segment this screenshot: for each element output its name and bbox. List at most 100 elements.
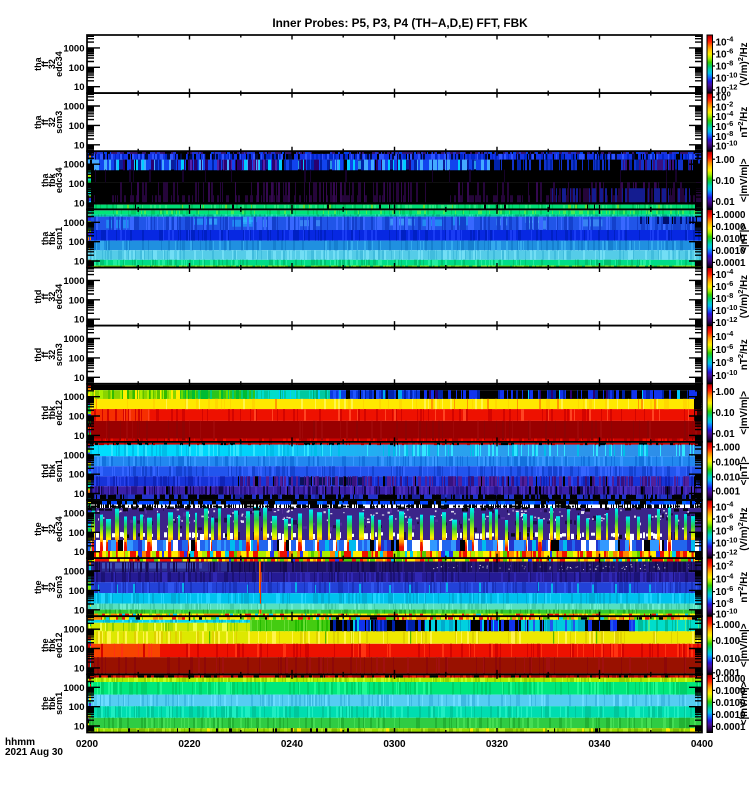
svg-text:0.1000: 0.1000	[716, 686, 747, 697]
svg-text:scm3: scm3	[54, 343, 64, 366]
svg-text:scm3: scm3	[54, 576, 64, 599]
svg-text:<|mV/m|>: <|mV/m|>	[739, 391, 750, 435]
svg-text:0.10: 0.10	[716, 176, 736, 187]
svg-text:1000: 1000	[63, 43, 84, 54]
svg-text:1000: 1000	[63, 276, 84, 287]
svg-text:1000: 1000	[63, 625, 84, 636]
svg-text:0.0100: 0.0100	[716, 698, 747, 709]
svg-text:2021 Aug 30: 2021 Aug 30	[5, 747, 63, 758]
svg-text:0.0100: 0.0100	[716, 234, 747, 245]
svg-text:0.0010: 0.0010	[716, 710, 747, 721]
svg-text:0240: 0240	[281, 739, 304, 750]
svg-text:<|nT|>: <|nT|>	[739, 224, 750, 253]
svg-text:ff: ff	[40, 293, 50, 300]
svg-text:1000: 1000	[63, 392, 84, 403]
svg-text:32: 32	[47, 350, 57, 360]
svg-text:0300: 0300	[383, 739, 406, 750]
svg-text:<|mV/m|>: <|mV/m|>	[739, 623, 750, 667]
svg-text:0.0001: 0.0001	[716, 722, 747, 733]
svg-text:(V/m)2/Hz: (V/m)2/Hz	[736, 275, 750, 318]
svg-text:100: 100	[69, 237, 85, 248]
svg-text:edc12: edc12	[54, 400, 64, 426]
svg-text:0.010: 0.010	[716, 654, 741, 665]
svg-text:ff: ff	[40, 351, 50, 358]
svg-text:1000: 1000	[63, 334, 84, 345]
svg-text:tha: tha	[33, 114, 43, 128]
svg-text:fbk: fbk	[47, 405, 57, 419]
svg-text:0.001: 0.001	[716, 486, 741, 497]
svg-text:fbk: fbk	[47, 463, 57, 477]
svg-text:<|mV/m|>: <|mV/m|>	[739, 158, 750, 202]
svg-text:0.01: 0.01	[716, 197, 736, 208]
svg-text:10: 10	[74, 663, 85, 674]
svg-text:ff: ff	[40, 60, 50, 67]
svg-text:thd: thd	[33, 290, 43, 304]
svg-text:edc34: edc34	[54, 51, 64, 77]
svg-text:thd: thd	[40, 464, 50, 478]
svg-text:1.000: 1.000	[716, 620, 741, 631]
svg-text:tha: tha	[33, 56, 43, 70]
svg-text:10: 10	[74, 489, 85, 500]
svg-text:1000: 1000	[63, 218, 84, 229]
svg-text:1000: 1000	[63, 160, 84, 171]
svg-text:scm1: scm1	[54, 459, 64, 482]
svg-text:1.0000: 1.0000	[716, 210, 747, 221]
svg-text:0.100: 0.100	[716, 636, 741, 647]
svg-text:thd: thd	[40, 406, 50, 420]
svg-text:10: 10	[74, 140, 85, 151]
svg-text:10: 10	[74, 431, 85, 442]
svg-text:100: 100	[69, 63, 85, 74]
svg-text:fbk: fbk	[47, 638, 57, 652]
svg-text:tha: tha	[40, 173, 50, 187]
svg-text:scm3: scm3	[54, 111, 64, 134]
svg-text:the: the	[33, 522, 43, 536]
svg-text:0340: 0340	[588, 739, 611, 750]
svg-text:the: the	[33, 580, 43, 594]
svg-text:0.010: 0.010	[716, 472, 741, 483]
svg-text:100: 100	[69, 470, 85, 481]
svg-text:0220: 0220	[178, 739, 201, 750]
svg-text:10: 10	[74, 315, 85, 326]
svg-text:32: 32	[47, 292, 57, 302]
svg-text:1000: 1000	[63, 683, 84, 694]
svg-text:1000: 1000	[63, 450, 84, 461]
svg-text:<|mV/m|>: <|mV/m|>	[739, 681, 750, 725]
svg-text:edc34: edc34	[54, 516, 64, 542]
svg-text:0.01: 0.01	[716, 429, 736, 440]
svg-text:100: 100	[69, 644, 85, 655]
svg-text:32: 32	[47, 117, 57, 127]
svg-text:10: 10	[74, 373, 85, 384]
svg-text:100: 100	[69, 353, 85, 364]
svg-text:10: 10	[74, 257, 85, 268]
svg-text:1000: 1000	[63, 508, 84, 519]
svg-text:0400: 0400	[691, 739, 714, 750]
svg-text:100: 100	[69, 528, 85, 539]
svg-text:thd: thd	[33, 348, 43, 362]
svg-text:0.001: 0.001	[716, 668, 741, 679]
svg-text:edc34: edc34	[54, 168, 64, 194]
svg-text:1.0000: 1.0000	[716, 674, 747, 685]
svg-text:0.100: 0.100	[716, 457, 741, 468]
svg-text:1000: 1000	[63, 102, 84, 113]
svg-text:the: the	[40, 697, 50, 711]
svg-text:100: 100	[69, 179, 85, 190]
svg-text:1.00: 1.00	[716, 155, 736, 166]
svg-text:edc12: edc12	[54, 633, 64, 659]
svg-text:scm1: scm1	[54, 227, 64, 250]
svg-text:0320: 0320	[486, 739, 509, 750]
svg-text:100: 100	[69, 412, 85, 423]
svg-text:ff: ff	[40, 583, 50, 590]
svg-text:nT2/Hz: nT2/Hz	[736, 107, 750, 138]
svg-text:32: 32	[47, 524, 57, 534]
svg-text:100: 100	[69, 586, 85, 597]
svg-text:100: 100	[69, 295, 85, 306]
svg-text:fbk: fbk	[47, 173, 57, 187]
svg-text:32: 32	[47, 582, 57, 592]
svg-text:100: 100	[69, 121, 85, 132]
svg-text:hhmm: hhmm	[5, 737, 35, 748]
svg-text:100: 100	[69, 702, 85, 713]
svg-text:1000: 1000	[63, 567, 84, 578]
svg-text:scm1: scm1	[54, 692, 64, 715]
svg-text:0.10: 0.10	[716, 408, 736, 419]
svg-text:Inner Probes: P5, P3, P4 (TH−A: Inner Probes: P5, P3, P4 (TH−A,D,E) FFT,…	[272, 16, 528, 30]
